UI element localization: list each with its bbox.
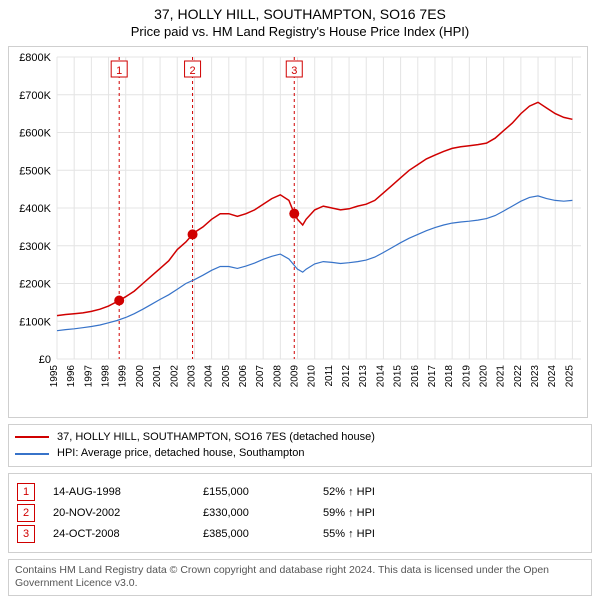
y-tick-label: £400K (19, 203, 51, 215)
y-tick-label: £200K (19, 278, 51, 290)
marker-dot (289, 208, 299, 218)
x-tick-label: 1995 (49, 364, 60, 387)
x-tick-label: 2019 (461, 364, 472, 387)
y-tick-label: £800K (19, 52, 51, 64)
marker-dot (188, 229, 198, 239)
page-title: 37, HOLLY HILL, SOUTHAMPTON, SO16 7ES (8, 6, 592, 24)
marker-badge-num: 1 (116, 65, 122, 77)
marker-hpi: 59% ↑ HPI (323, 507, 443, 519)
x-tick-label: 2009 (290, 364, 301, 387)
marker-hpi: 52% ↑ HPI (323, 486, 443, 498)
marker-row: 3 24-OCT-2008£385,00055% ↑ HPI (17, 525, 583, 543)
marker-badge-num: 2 (189, 65, 195, 77)
legend-swatch (15, 453, 49, 455)
marker-dot (114, 295, 124, 305)
x-tick-label: 2022 (513, 364, 524, 387)
x-tick-label: 2016 (410, 364, 421, 387)
x-tick-label: 2007 (255, 364, 266, 387)
marker-row: 1 14-AUG-1998£155,00052% ↑ HPI (17, 483, 583, 501)
x-tick-label: 2010 (307, 364, 318, 387)
x-tick-label: 1997 (83, 364, 94, 387)
legend-swatch (15, 436, 49, 438)
marker-index-badge: 1 (17, 483, 35, 501)
x-tick-label: 1998 (101, 364, 112, 387)
legend-item: HPI: Average price, detached house, Sout… (15, 445, 585, 462)
x-tick-label: 2018 (444, 364, 455, 387)
marker-date: 14-AUG-1998 (53, 486, 203, 498)
chart-svg: £0 £100K £200K £300K £400K £500K £600K £700K £80… (9, 47, 589, 419)
x-tick-label: 2017 (427, 364, 438, 387)
x-tick-label: 2001 (152, 364, 163, 387)
y-tick-label: £700K (19, 90, 51, 102)
x-tick-label: 2005 (221, 364, 232, 387)
x-tick-label: 2025 (564, 364, 575, 387)
x-tick-label: 2006 (238, 364, 249, 387)
x-tick-label: 2015 (393, 364, 404, 387)
page-subtitle: Price paid vs. HM Land Registry's House … (8, 24, 592, 40)
marker-price: £330,000 (203, 507, 323, 519)
price-chart: £0 £100K £200K £300K £400K £500K £600K £700K £80… (8, 46, 588, 418)
marker-badge-num: 3 (291, 65, 297, 77)
footnote: Contains HM Land Registry data © Crown c… (8, 559, 592, 596)
legend-label: HPI: Average price, detached house, Sout… (57, 445, 304, 462)
legend: 37, HOLLY HILL, SOUTHAMPTON, SO16 7ES (d… (8, 424, 592, 467)
legend-label: 37, HOLLY HILL, SOUTHAMPTON, SO16 7ES (d… (57, 429, 375, 446)
y-tick-label: £100K (19, 316, 51, 328)
x-tick-label: 2020 (479, 364, 490, 387)
x-tick-label: 2008 (272, 364, 283, 387)
y-tick-label: £300K (19, 241, 51, 253)
legend-item: 37, HOLLY HILL, SOUTHAMPTON, SO16 7ES (d… (15, 429, 585, 446)
marker-hpi: 55% ↑ HPI (323, 528, 443, 540)
x-tick-label: 2000 (135, 364, 146, 387)
x-tick-label: 2004 (204, 364, 215, 387)
marker-date: 24-OCT-2008 (53, 528, 203, 540)
marker-index-badge: 3 (17, 525, 35, 543)
marker-index-badge: 2 (17, 504, 35, 522)
x-tick-label: 2024 (547, 364, 558, 387)
x-tick-label: 2003 (186, 364, 197, 387)
x-tick-label: 2013 (358, 364, 369, 387)
x-tick-label: 1999 (118, 364, 129, 387)
x-tick-label: 2002 (169, 364, 180, 387)
x-tick-label: 1996 (66, 364, 77, 387)
x-tick-label: 2021 (496, 364, 507, 387)
marker-price: £155,000 (203, 486, 323, 498)
x-tick-label: 2011 (324, 364, 335, 386)
y-tick-label: £500K (19, 165, 51, 177)
y-tick-label: £600K (19, 127, 51, 139)
marker-row: 2 20-NOV-2002£330,00059% ↑ HPI (17, 504, 583, 522)
marker-price: £385,000 (203, 528, 323, 540)
sale-markers-table: 1 14-AUG-1998£155,00052% ↑ HPI 2 20-NOV-200… (8, 473, 592, 553)
x-tick-label: 2014 (375, 364, 386, 387)
x-tick-label: 2012 (341, 364, 352, 387)
marker-date: 20-NOV-2002 (53, 507, 203, 519)
y-tick-label: £0 (39, 354, 51, 366)
x-tick-label: 2023 (530, 364, 541, 387)
